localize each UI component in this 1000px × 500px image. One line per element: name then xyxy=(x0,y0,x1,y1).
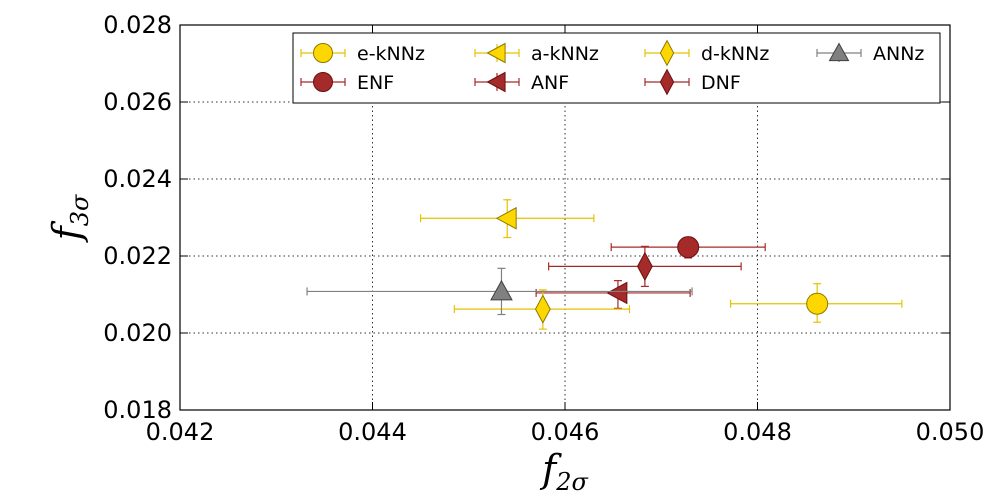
legend-label-d-knnz: d-kNNz xyxy=(701,43,769,65)
x-tick-label: 0.048 xyxy=(723,418,792,446)
x-axis-label-sub: 2σ xyxy=(555,468,588,496)
series-enf xyxy=(610,236,766,259)
legend-marker-a-knnz xyxy=(486,42,506,64)
legend-box xyxy=(292,32,941,104)
series-d-knnz xyxy=(453,289,631,330)
data-point-a-knnz xyxy=(495,206,517,230)
legend-label-e-knnz: e-kNNz xyxy=(357,43,425,65)
legend-label-annz: ANNz xyxy=(873,43,924,65)
legend-entry-e-knnz: e-kNNz xyxy=(300,43,425,65)
x-tick-label: 0.044 xyxy=(338,418,407,446)
legend: e-kNNz a-kNNz d-kNNz ANNz ENF ANF DNF xyxy=(292,32,941,104)
legend-marker-e-knnz xyxy=(313,43,333,63)
data-point-dnf xyxy=(636,251,653,282)
x-tick-label: 0.046 xyxy=(531,418,600,446)
legend-entry-dnf: DNF xyxy=(644,68,741,96)
legend-label-dnf: DNF xyxy=(701,72,741,94)
series-anf xyxy=(535,280,691,309)
y-tick-label: 0.026 xyxy=(103,88,172,116)
legend-marker-d-knnz xyxy=(659,39,675,67)
series-annz xyxy=(306,267,693,316)
legend-entry-anf: ANF xyxy=(474,71,569,94)
legend-marker-anf xyxy=(486,71,506,93)
legend-entry-annz: ANNz xyxy=(816,42,924,65)
series-e-knnz xyxy=(729,283,903,323)
series-dnf xyxy=(548,245,742,288)
legend-marker-dnf xyxy=(659,68,675,96)
data-point-annz xyxy=(490,279,513,301)
plot-frame xyxy=(179,24,951,411)
legend-label-enf: ENF xyxy=(357,72,394,94)
data-points xyxy=(306,199,903,330)
data-point-enf xyxy=(677,236,700,259)
legend-entry-enf: ENF xyxy=(300,72,394,94)
y-tick-label: 0.022 xyxy=(103,242,172,270)
x-axis-label: f2σ xyxy=(539,447,588,496)
x-tick-label: 0.050 xyxy=(916,418,985,446)
legend-label-a-knnz: a-kNNz xyxy=(531,43,599,65)
data-point-e-knnz xyxy=(806,292,829,315)
y-tick-label: 0.018 xyxy=(103,396,172,424)
legend-label-anf: ANF xyxy=(531,72,569,94)
y-tick-label: 0.028 xyxy=(103,11,172,39)
x-tick-label: 0.042 xyxy=(146,418,215,446)
y-axis-ticks: 0.018 0.020 0.022 0.024 0.026 0.028 xyxy=(103,11,950,424)
legend-marker-annz xyxy=(828,42,850,62)
legend-marker-enf xyxy=(313,72,333,92)
y-tick-label: 0.024 xyxy=(103,165,172,193)
y-axis-label-sub: 3σ xyxy=(66,194,94,226)
legend-entry-d-knnz: d-kNNz xyxy=(644,39,769,67)
data-point-d-knnz xyxy=(534,294,551,324)
data-point-anf xyxy=(606,281,628,305)
y-tick-label: 0.020 xyxy=(103,319,172,347)
series-a-knnz xyxy=(420,199,595,239)
legend-entry-a-knnz: a-kNNz xyxy=(474,42,599,65)
y-axis-label: f3σ xyxy=(45,194,94,243)
